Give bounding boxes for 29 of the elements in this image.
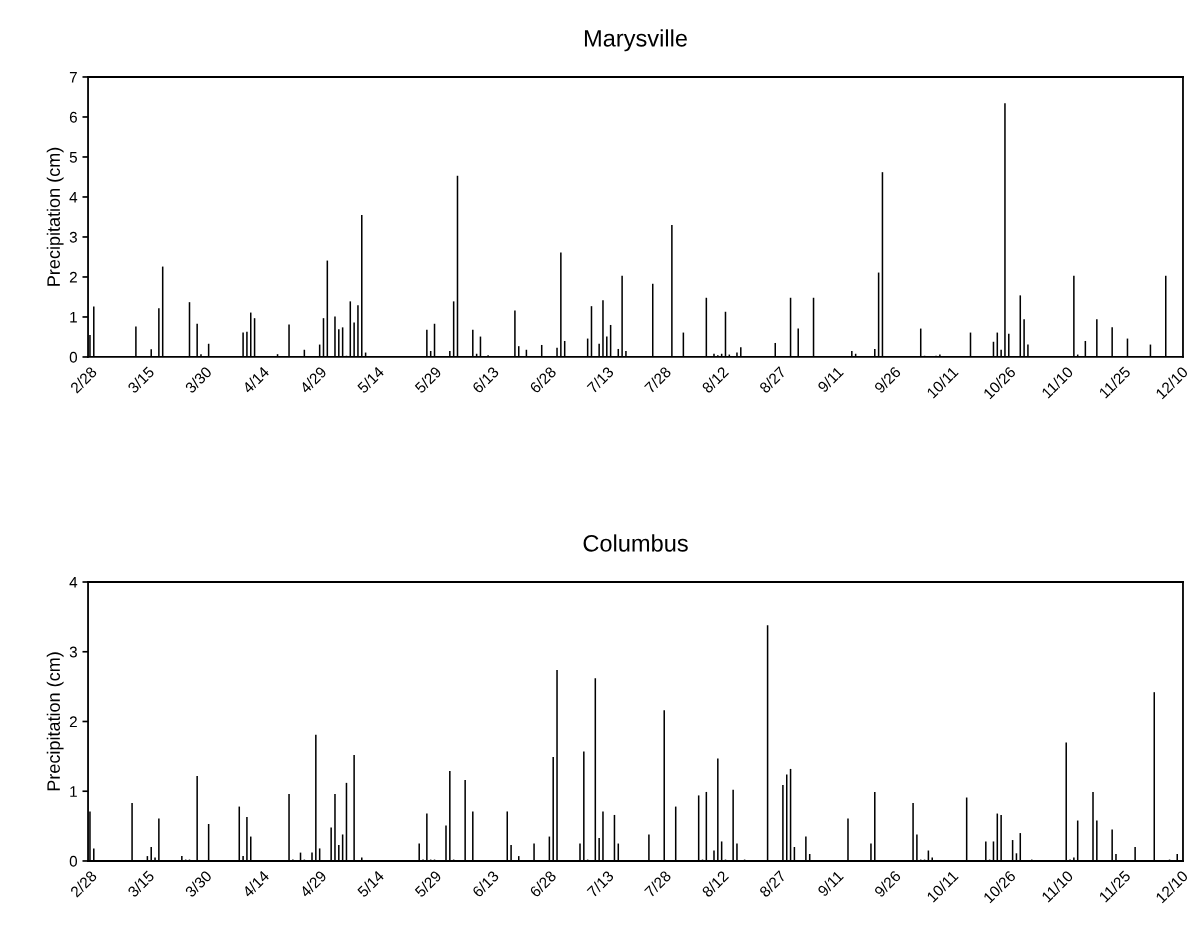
y-tick-label: 7 (69, 72, 77, 83)
y-tick-label: 3 (69, 646, 77, 658)
y-tick-label: 3 (69, 231, 77, 243)
y-tick-label: 1 (70, 786, 77, 797)
x-tick-label: 7/13 (586, 365, 615, 394)
x-tick-label: 9/11 (816, 869, 844, 897)
chart-title: Columbus (583, 534, 688, 552)
y-tick-label: 4 (69, 191, 78, 203)
x-tick-label: 6/13 (471, 365, 500, 394)
x-tick-label: 9/11 (816, 365, 844, 393)
x-tick-label: 7/28 (643, 365, 672, 394)
x-tick-label: 4/14 (241, 869, 270, 899)
y-tick-label: 0 (69, 351, 78, 363)
y-tick-label: 2 (69, 716, 77, 728)
x-tick-label: 6/13 (471, 869, 500, 898)
y-tick-label: 4 (69, 577, 78, 588)
x-tick-label: 4/29 (298, 869, 328, 899)
x-tick-label: 7/28 (643, 869, 672, 898)
x-tick-label: 4/14 (241, 365, 270, 395)
y-tick-label: 2 (69, 271, 77, 283)
x-tick-label: 4/29 (298, 365, 328, 395)
y-tick-label: 1 (70, 311, 77, 323)
x-tick-label: 7/13 (586, 869, 615, 898)
y-tick-label: 6 (69, 111, 77, 123)
y-tick-label: 0 (69, 855, 78, 867)
chart-title: Marysville (584, 29, 687, 52)
y-axis-title: Precipitation (cm) (46, 652, 64, 791)
y-axis-title: Precipitation (cm) (46, 147, 64, 286)
y-tick-label: 5 (69, 152, 77, 163)
